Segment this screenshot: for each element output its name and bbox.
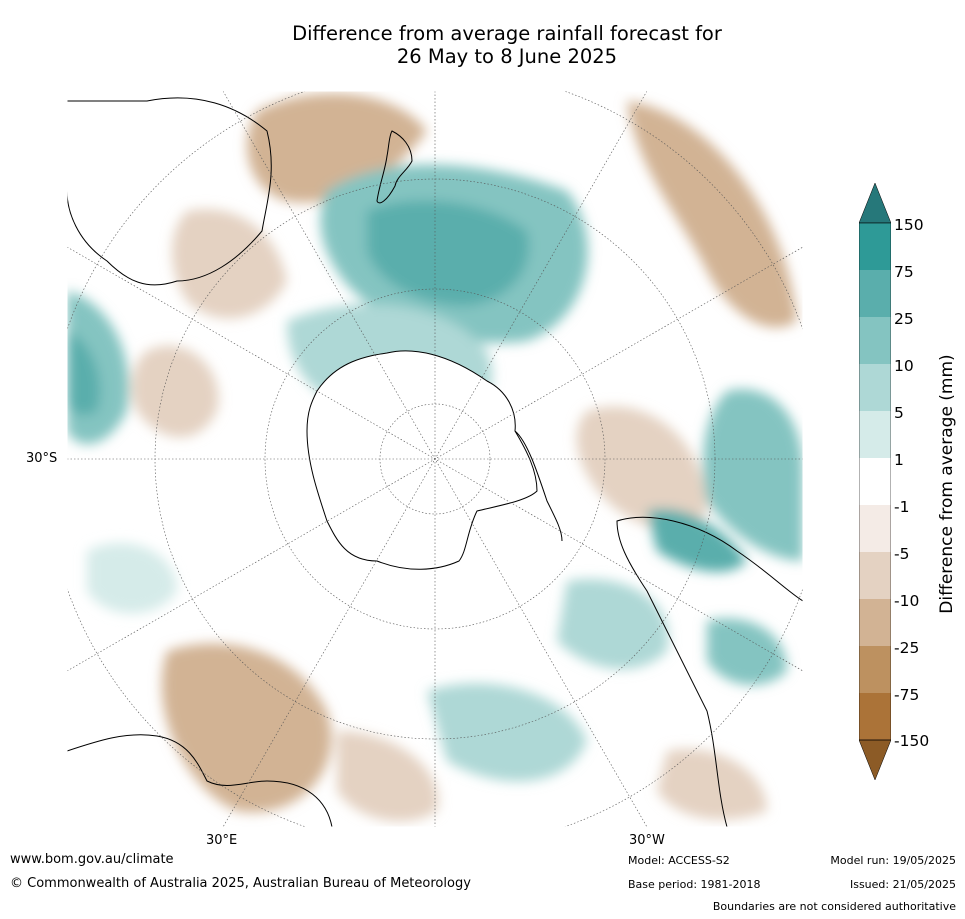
colorbar-tick: -5 [894,545,910,563]
colorbar-band [859,693,891,740]
colorbar-tick: -150 [894,732,930,750]
lat-label-30s: 30°S [26,451,58,466]
footer-base-period: Base period: 1981-2018 [628,878,761,891]
polar-rainfall-map [67,91,803,827]
colorbar-tick: 10 [894,357,914,375]
map-svg [67,91,803,827]
rainfall-field [67,91,803,827]
colorbar-tick: 25 [894,310,914,328]
footer-boundaries-note: Boundaries are not considered authoritat… [712,900,956,913]
colorbar-tick: 1 [894,451,904,469]
map-title-line-2: 26 May to 8 June 2025 [396,45,618,68]
colorbar-tick: -25 [894,639,920,657]
lon-label-30e: 30°E [206,833,238,848]
colorbar-tick: 150 [894,216,924,234]
colorbar-band [859,458,891,505]
colorbar-title: Difference from average (mm) [937,354,957,614]
colorbar-band [859,505,891,552]
footer-model: Model: ACCESS-S2 [628,854,730,867]
colorbar-band [859,270,891,317]
colorbar-band [859,599,891,646]
footer-issued: Issued: 21/05/2025 [849,878,956,891]
colorbar-cap-top [858,182,892,224]
lon-label-30w: 30°W [629,833,665,848]
footer-copyright: © Commonwealth of Australia 2025, Austra… [10,876,471,891]
footer-url[interactable]: www.bom.gov.au/climate [10,852,174,867]
colorbar-band [859,646,891,693]
footer-model-run: Model run: 19/05/2025 [830,854,956,867]
colorbar-tick: -1 [894,498,910,516]
colorbar-tick: 5 [894,404,904,422]
colorbar-tick: -75 [894,686,920,704]
colorbar-band [859,223,891,270]
colorbar-cap-bottom [858,739,892,781]
colorbar-band [859,411,891,458]
map-title-line-1: Difference from average rainfall forecas… [292,22,722,45]
colorbar-band [859,364,891,411]
colorbar-svg [858,182,892,781]
colorbar-tick: -10 [894,592,920,610]
colorbar-band [859,552,891,599]
colorbar-tick: 75 [894,263,914,281]
colorbar [858,182,892,787]
colorbar-band [859,317,891,364]
